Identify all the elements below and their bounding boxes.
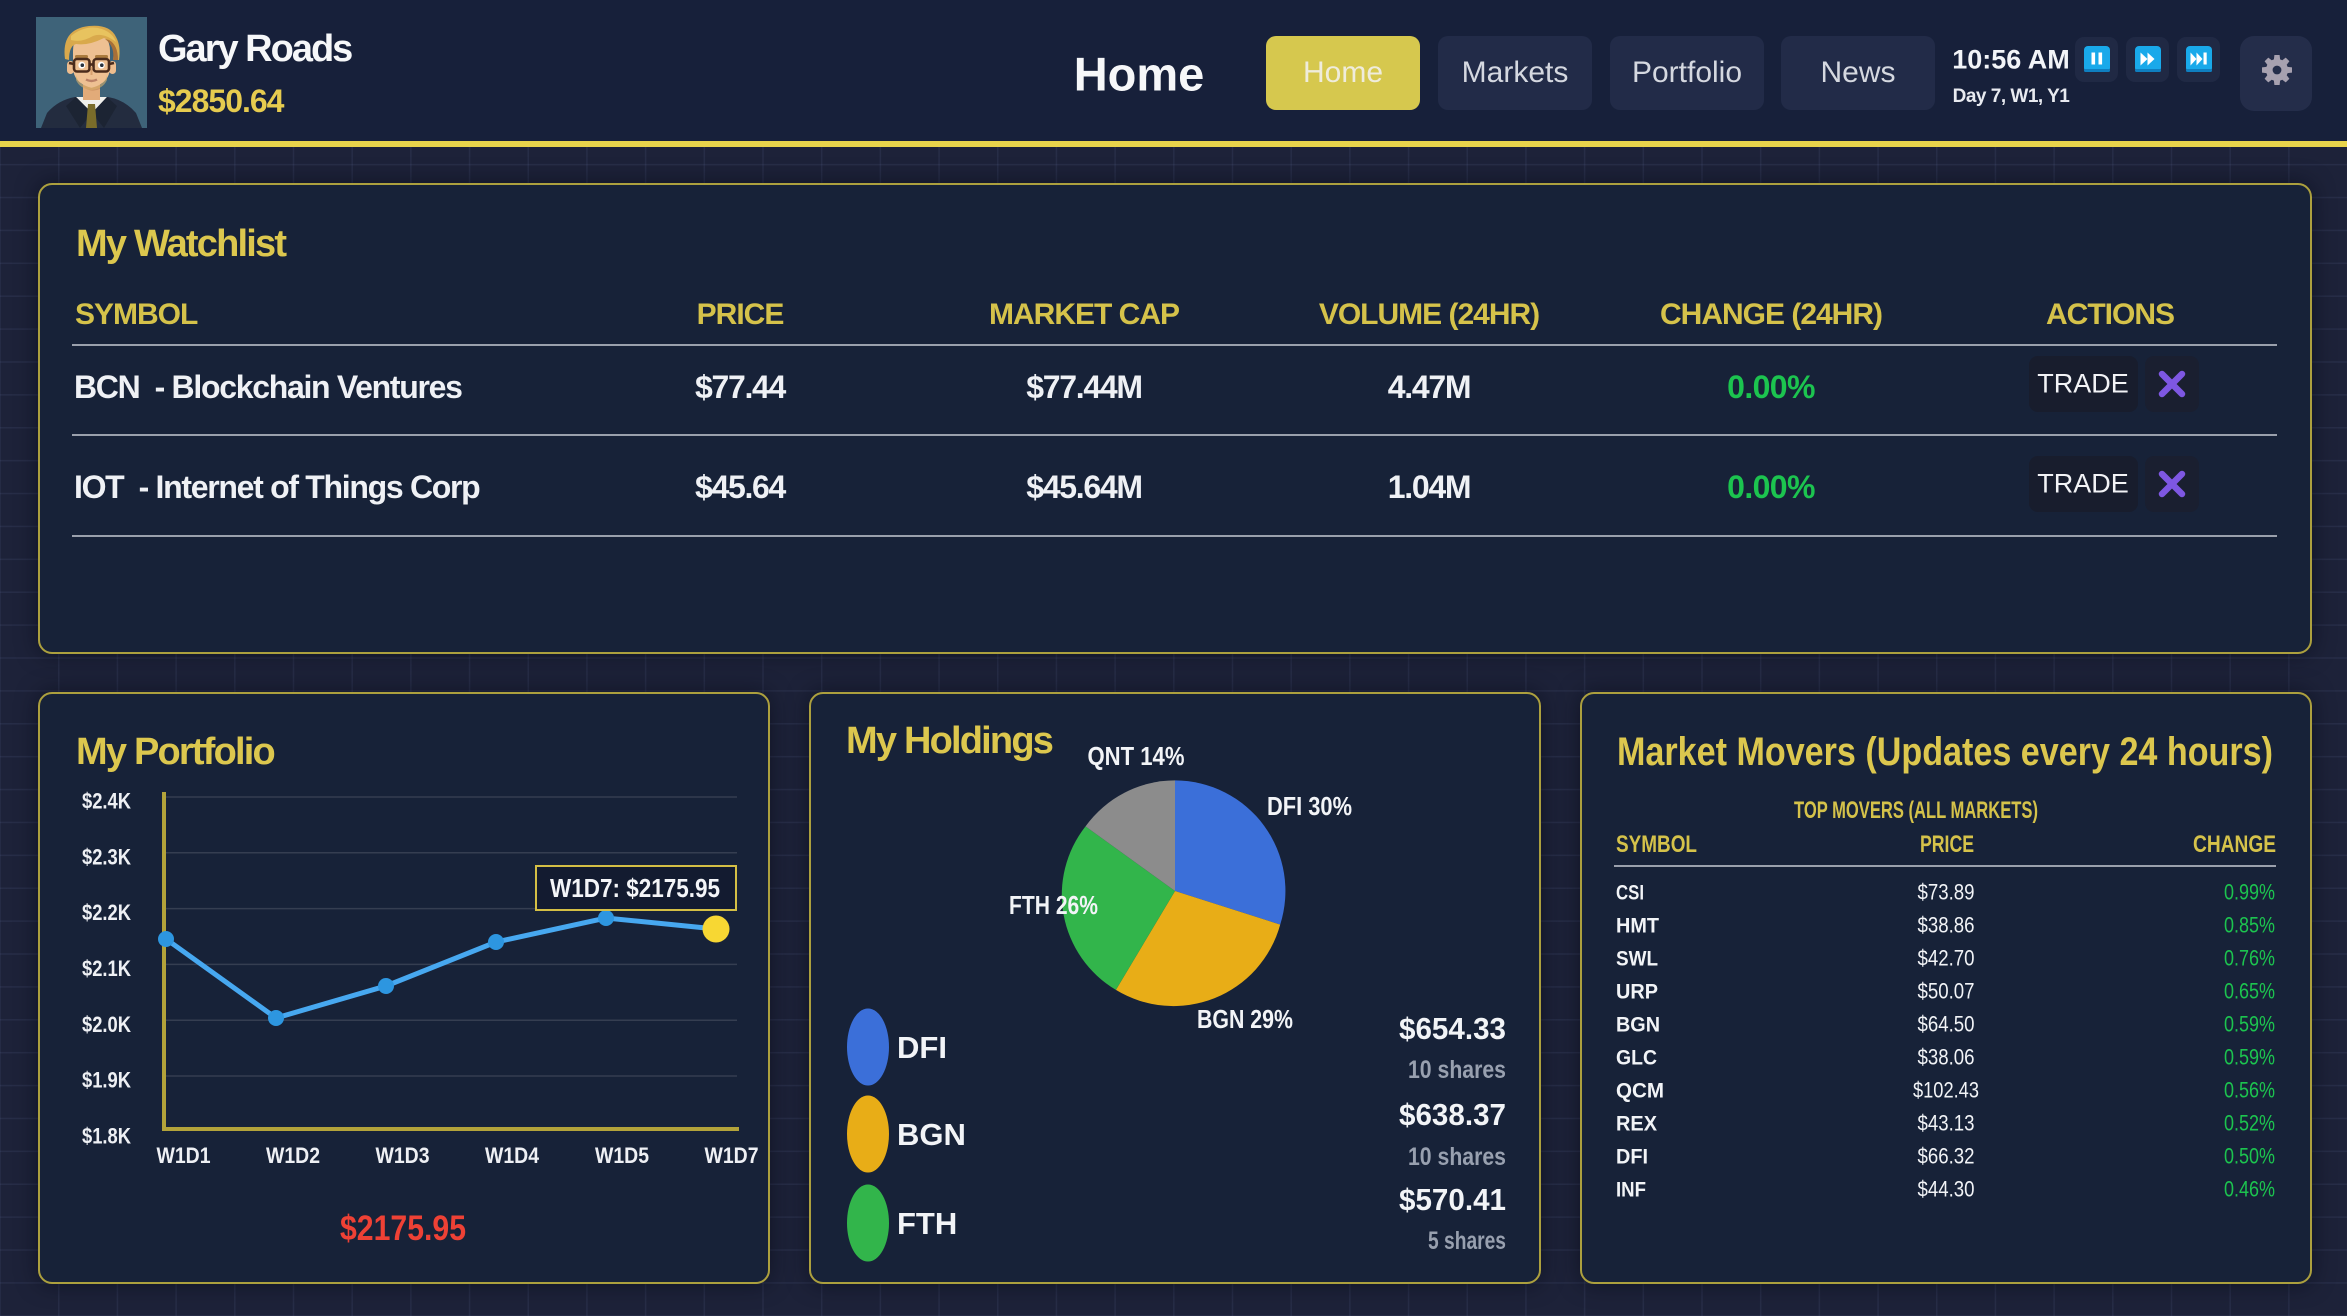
svg-text:BGN 29%: BGN 29%	[1197, 1004, 1293, 1034]
svg-text:W1D7: $2175.95: W1D7: $2175.95	[550, 873, 720, 903]
svg-text:QNT 14%: QNT 14%	[1088, 741, 1185, 771]
svg-text:0.50%: 0.50%	[2224, 1144, 2275, 1169]
svg-text:0.52%: 0.52%	[2224, 1111, 2275, 1136]
svg-text:$570.41: $570.41	[1399, 1182, 1506, 1217]
svg-text:W1D2: W1D2	[266, 1143, 320, 1168]
svg-text:SYMBOL: SYMBOL	[1616, 831, 1697, 858]
svg-text:INF: INF	[1616, 1179, 1646, 1202]
svg-text:BGN: BGN	[897, 1117, 966, 1152]
svg-text:0.46%: 0.46%	[2224, 1177, 2275, 1202]
svg-text:0.56%: 0.56%	[2224, 1078, 2275, 1103]
svg-text:$2.0K: $2.0K	[82, 1012, 131, 1037]
svg-text:5 shares: 5 shares	[1428, 1227, 1506, 1255]
svg-text:CSI: CSI	[1616, 882, 1644, 905]
svg-text:TOP MOVERS (ALL MARKETS): TOP MOVERS (ALL MARKETS)	[1794, 797, 2038, 824]
svg-text:HMT: HMT	[1616, 915, 1659, 938]
svg-text:$42.70: $42.70	[1918, 946, 1975, 971]
svg-text:CHANGE: CHANGE	[2193, 831, 2276, 858]
svg-text:W1D5: W1D5	[595, 1143, 649, 1168]
svg-text:BGN: BGN	[1616, 1014, 1660, 1037]
svg-text:0.99%: 0.99%	[2224, 880, 2275, 905]
svg-text:0.59%: 0.59%	[2224, 1045, 2275, 1070]
svg-text:URP: URP	[1616, 981, 1658, 1004]
svg-text:W1D3: W1D3	[376, 1143, 430, 1168]
svg-text:SWL: SWL	[1616, 948, 1658, 971]
svg-text:GLC: GLC	[1616, 1047, 1657, 1070]
svg-text:10 shares: 10 shares	[1408, 1143, 1506, 1171]
svg-text:FTH 26%: FTH 26%	[1009, 890, 1098, 920]
svg-text:$44.30: $44.30	[1918, 1177, 1975, 1202]
svg-text:Market Movers (Updates every 2: Market Movers (Updates every 24 hours)	[1617, 730, 2273, 774]
svg-text:DFI: DFI	[897, 1030, 947, 1065]
svg-text:$64.50: $64.50	[1918, 1012, 1975, 1037]
svg-text:$638.37: $638.37	[1399, 1097, 1506, 1132]
svg-text:$102.43: $102.43	[1913, 1078, 1979, 1103]
svg-text:$1.8K: $1.8K	[82, 1123, 131, 1148]
svg-text:$2.2K: $2.2K	[82, 900, 131, 925]
svg-text:REX: REX	[1616, 1113, 1657, 1136]
svg-text:W1D7: W1D7	[705, 1143, 759, 1168]
svg-text:$38.06: $38.06	[1918, 1045, 1975, 1070]
svg-text:0.59%: 0.59%	[2224, 1012, 2275, 1037]
svg-text:W1D1: W1D1	[157, 1143, 211, 1168]
svg-text:$66.32: $66.32	[1918, 1144, 1975, 1169]
svg-text:$2.4K: $2.4K	[82, 789, 131, 814]
svg-text:$2.3K: $2.3K	[82, 844, 131, 869]
svg-text:$50.07: $50.07	[1918, 979, 1975, 1004]
svg-text:$73.89: $73.89	[1918, 880, 1975, 905]
svg-text:$1.9K: $1.9K	[82, 1068, 131, 1093]
svg-text:PRICE: PRICE	[1920, 831, 1974, 858]
svg-text:0.65%: 0.65%	[2224, 979, 2275, 1004]
svg-text:DFI: DFI	[1616, 1146, 1648, 1169]
svg-text:DFI 30%: DFI 30%	[1267, 791, 1352, 821]
svg-text:0.76%: 0.76%	[2224, 946, 2275, 971]
svg-text:$654.33: $654.33	[1399, 1011, 1506, 1046]
svg-text:10 shares: 10 shares	[1408, 1056, 1506, 1084]
svg-text:$43.13: $43.13	[1918, 1111, 1975, 1136]
svg-text:$2175.95: $2175.95	[340, 1209, 466, 1248]
svg-text:FTH: FTH	[897, 1206, 957, 1241]
svg-text:$38.86: $38.86	[1918, 913, 1975, 938]
svg-text:QCM: QCM	[1616, 1080, 1664, 1103]
svg-text:0.85%: 0.85%	[2224, 913, 2275, 938]
svg-text:$2.1K: $2.1K	[82, 956, 131, 981]
svg-text:W1D4: W1D4	[485, 1143, 540, 1168]
